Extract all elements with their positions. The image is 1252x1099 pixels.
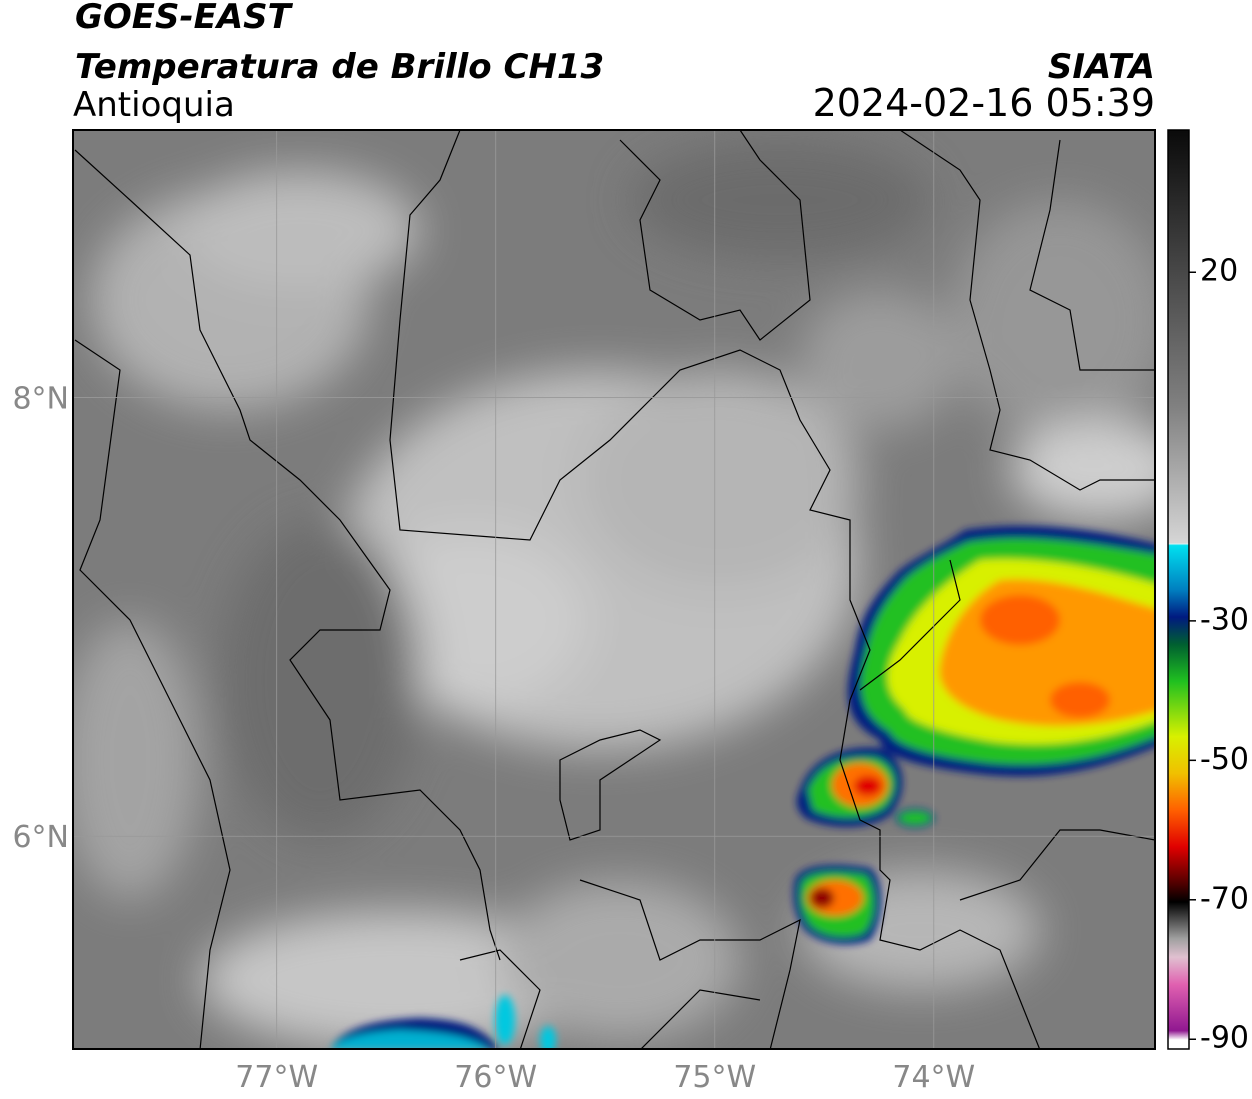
datetime-label: 2024-02-16 05:39 — [813, 81, 1155, 125]
colorbar-tick-label: -90 — [1200, 1021, 1249, 1056]
y-tick-label: 6°N — [12, 820, 69, 855]
borders — [74, 130, 1155, 1049]
satellite-title: GOES-EAST — [75, 0, 294, 37]
x-tick-label: 76°W — [454, 1060, 537, 1095]
colorbar-tick-label: 20 — [1200, 254, 1238, 289]
colorbar-tick-label: -50 — [1200, 742, 1249, 777]
colorbar-tick-label: -30 — [1200, 602, 1249, 637]
colorbar — [1167, 129, 1190, 1050]
x-tick-label: 74°W — [892, 1060, 975, 1095]
agency-label: SIATA — [1048, 47, 1155, 87]
x-tick-label: 77°W — [235, 1060, 318, 1095]
x-tick-label: 75°W — [673, 1060, 756, 1095]
satellite-image — [73, 130, 1155, 1049]
y-tick-label: 8°N — [12, 382, 69, 417]
colorbar-tick-label: -70 — [1200, 881, 1249, 916]
product-title: Temperatura de Brillo CH13 — [75, 47, 604, 87]
region-label: Antioquia — [73, 85, 235, 125]
map-frame — [72, 129, 1156, 1050]
